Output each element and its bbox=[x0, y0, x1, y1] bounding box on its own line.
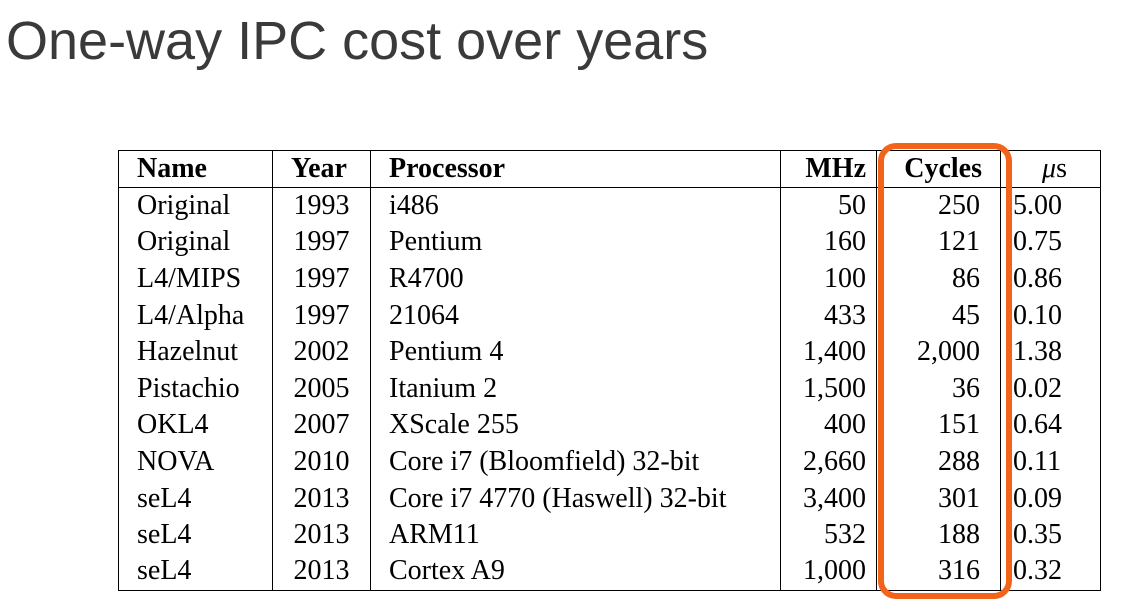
cell-processor: Pentium 4 bbox=[370, 333, 781, 371]
cell-cycles: 288 bbox=[876, 443, 1001, 481]
cell-name: L4/Alpha bbox=[118, 297, 273, 334]
cell-name: OKL4 bbox=[118, 407, 273, 444]
cell-microseconds: 0.32 bbox=[1000, 553, 1101, 591]
cell-mhz: 1,400 bbox=[780, 333, 877, 371]
slide-title: One-way IPC cost over years bbox=[6, 11, 709, 71]
cell-year: 2013 bbox=[272, 553, 371, 591]
cell-microseconds: 0.09 bbox=[1000, 480, 1101, 517]
header-name: Name bbox=[118, 150, 273, 188]
cell-name: Pistachio bbox=[118, 370, 273, 408]
cell-cycles: 36 bbox=[876, 370, 1001, 408]
cell-processor: Core i7 (Bloomfield) 32-bit bbox=[370, 443, 781, 481]
header-year: Year bbox=[272, 150, 371, 188]
cell-mhz: 1,500 bbox=[780, 370, 877, 408]
table-row: Pistachio 2005 Itanium 2 1,500 36 0.02 bbox=[118, 370, 1101, 408]
cell-year: 1997 bbox=[272, 297, 371, 334]
cell-year: 2007 bbox=[272, 407, 371, 444]
cell-mhz: 2,660 bbox=[780, 443, 877, 481]
table-body: Original 1993 i486 50 250 5.00 Original 1997 Pen… bbox=[118, 187, 1101, 591]
cell-year: 1993 bbox=[272, 187, 371, 225]
cell-microseconds: 5.00 bbox=[1000, 187, 1101, 225]
cell-processor: XScale 255 bbox=[370, 407, 781, 444]
cell-year: 1997 bbox=[272, 260, 371, 298]
cell-processor: i486 bbox=[370, 187, 781, 225]
cell-microseconds: 1.38 bbox=[1000, 333, 1101, 371]
cell-name: Hazelnut bbox=[118, 333, 273, 371]
table-row: Original 1997 Pentium 160 121 0.75 bbox=[118, 224, 1101, 261]
cell-mhz: 400 bbox=[780, 407, 877, 444]
cell-year: 2013 bbox=[272, 516, 371, 554]
cell-microseconds: 0.02 bbox=[1000, 370, 1101, 408]
cell-year: 1997 bbox=[272, 224, 371, 261]
cell-microseconds: 0.86 bbox=[1000, 260, 1101, 298]
cell-cycles: 2,000 bbox=[876, 333, 1001, 371]
cell-processor: 21064 bbox=[370, 297, 781, 334]
cell-cycles: 151 bbox=[876, 407, 1001, 444]
cell-processor: Core i7 4770 (Haswell) 32-bit bbox=[370, 480, 781, 517]
table-header-row: Name Year Processor MHz Cycles μs bbox=[118, 150, 1101, 188]
cell-cycles: 301 bbox=[876, 480, 1001, 517]
cell-cycles: 45 bbox=[876, 297, 1001, 334]
cell-processor: Itanium 2 bbox=[370, 370, 781, 408]
cell-cycles: 250 bbox=[876, 187, 1001, 225]
cell-mhz: 50 bbox=[780, 187, 877, 225]
cell-year: 2002 bbox=[272, 333, 371, 371]
cell-name: Original bbox=[118, 224, 273, 261]
ipc-cost-table: Name Year Processor MHz Cycles μs Origin… bbox=[118, 150, 1101, 591]
table-row: seL4 2013 ARM11 532 188 0.35 bbox=[118, 516, 1101, 554]
table-row: NOVA 2010 Core i7 (Bloomfield) 32-bit 2,660… bbox=[118, 443, 1101, 481]
cell-microseconds: 0.75 bbox=[1000, 224, 1101, 261]
cell-mhz: 1,000 bbox=[780, 553, 877, 591]
cell-name: NOVA bbox=[118, 443, 273, 481]
header-processor: Processor bbox=[370, 150, 781, 188]
table-row: Hazelnut 2002 Pentium 4 1,400 2,000 1.38 bbox=[118, 333, 1101, 371]
cell-mhz: 160 bbox=[780, 224, 877, 261]
cell-cycles: 86 bbox=[876, 260, 1001, 298]
cell-name: seL4 bbox=[118, 516, 273, 554]
cell-name: Original bbox=[118, 187, 273, 225]
cell-year: 2013 bbox=[272, 480, 371, 517]
table-row: L4/Alpha 1997 21064 433 45 0.10 bbox=[118, 297, 1101, 334]
cell-processor: R4700 bbox=[370, 260, 781, 298]
cell-cycles: 188 bbox=[876, 516, 1001, 554]
table-row: Original 1993 i486 50 250 5.00 bbox=[118, 187, 1101, 225]
table-row: seL4 2013 Core i7 4770 (Haswell) 32-bit 3,4… bbox=[118, 480, 1101, 517]
cell-microseconds: 0.10 bbox=[1000, 297, 1101, 334]
table-row: seL4 2013 Cortex A9 1,000 316 0.32 bbox=[118, 553, 1101, 591]
cell-microseconds: 0.11 bbox=[1000, 443, 1101, 481]
cell-mhz: 532 bbox=[780, 516, 877, 554]
header-mhz: MHz bbox=[780, 150, 877, 188]
mu-unit: s bbox=[1056, 153, 1067, 184]
cell-name: seL4 bbox=[118, 553, 273, 591]
cell-year: 2010 bbox=[272, 443, 371, 481]
cell-mhz: 433 bbox=[780, 297, 877, 334]
cell-microseconds: 0.35 bbox=[1000, 516, 1101, 554]
cell-microseconds: 0.64 bbox=[1000, 407, 1101, 444]
cell-year: 2005 bbox=[272, 370, 371, 408]
header-microseconds: μs bbox=[1000, 150, 1101, 188]
mu-symbol: μ bbox=[1042, 153, 1057, 184]
header-cycles: Cycles bbox=[876, 150, 1001, 188]
table-row: L4/MIPS 1997 R4700 100 86 0.86 bbox=[118, 260, 1101, 298]
cell-mhz: 3,400 bbox=[780, 480, 877, 517]
cell-processor: Cortex A9 bbox=[370, 553, 781, 591]
cell-cycles: 316 bbox=[876, 553, 1001, 591]
table-row: OKL4 2007 XScale 255 400 151 0.64 bbox=[118, 407, 1101, 444]
cell-cycles: 121 bbox=[876, 224, 1001, 261]
cell-processor: ARM11 bbox=[370, 516, 781, 554]
cell-mhz: 100 bbox=[780, 260, 877, 298]
cell-name: seL4 bbox=[118, 480, 273, 517]
cell-name: L4/MIPS bbox=[118, 260, 273, 298]
cell-processor: Pentium bbox=[370, 224, 781, 261]
